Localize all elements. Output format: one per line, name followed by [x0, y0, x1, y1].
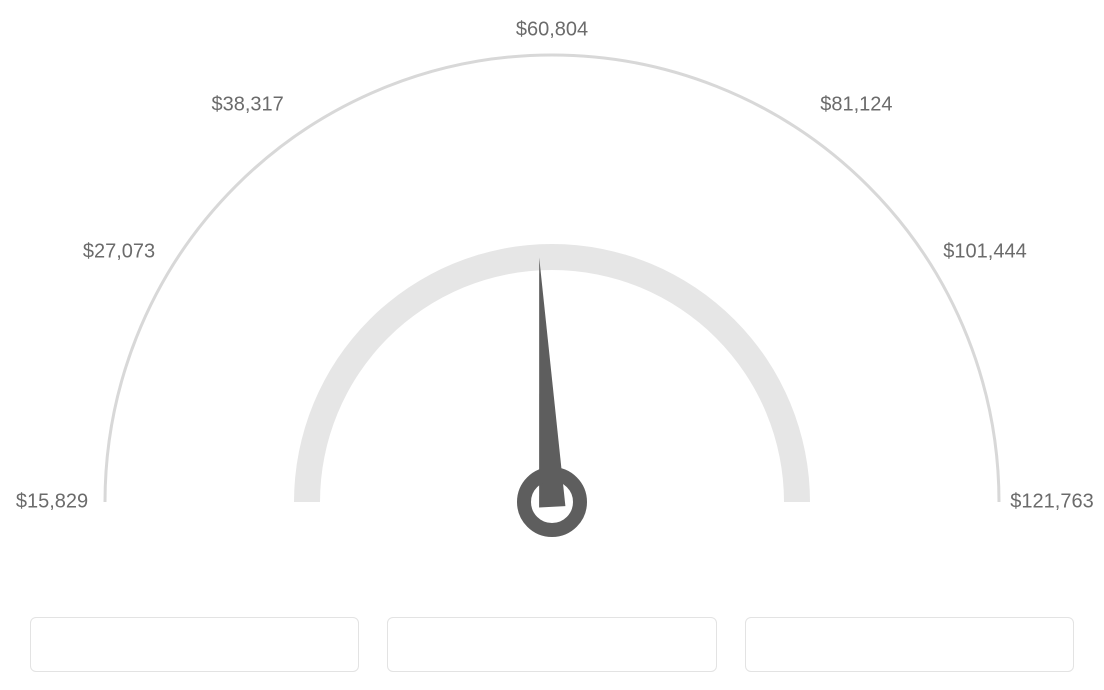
chart-container: $15,829 $27,073 $38,317 $60,804 $81,124 $101,… [0, 0, 1104, 690]
legend-card-min [30, 617, 359, 672]
dot-icon [543, 636, 552, 645]
gauge-scale-label: $101,444 [943, 241, 1026, 264]
gauge-scale-label: $60,804 [516, 19, 588, 42]
dot-icon [186, 636, 195, 645]
gauge-scale-label: $27,073 [83, 241, 155, 264]
gauge-scale-label: $81,124 [820, 94, 892, 117]
legend-card-max [745, 617, 1074, 672]
legend-title-max [901, 636, 918, 645]
dot-icon [901, 636, 910, 645]
gauge-scale-label: $38,317 [211, 94, 283, 117]
gauge-svg [0, 0, 1104, 560]
gauge-area: $15,829 $27,073 $38,317 $60,804 $81,124 $101,… [0, 0, 1104, 560]
legend-title-avg [543, 636, 560, 645]
legend-row [0, 617, 1104, 672]
gauge-scale-label: $15,829 [16, 491, 88, 514]
legend-card-avg [387, 617, 716, 672]
legend-title-min [186, 636, 203, 645]
gauge-scale-label: $121,763 [1010, 491, 1093, 514]
